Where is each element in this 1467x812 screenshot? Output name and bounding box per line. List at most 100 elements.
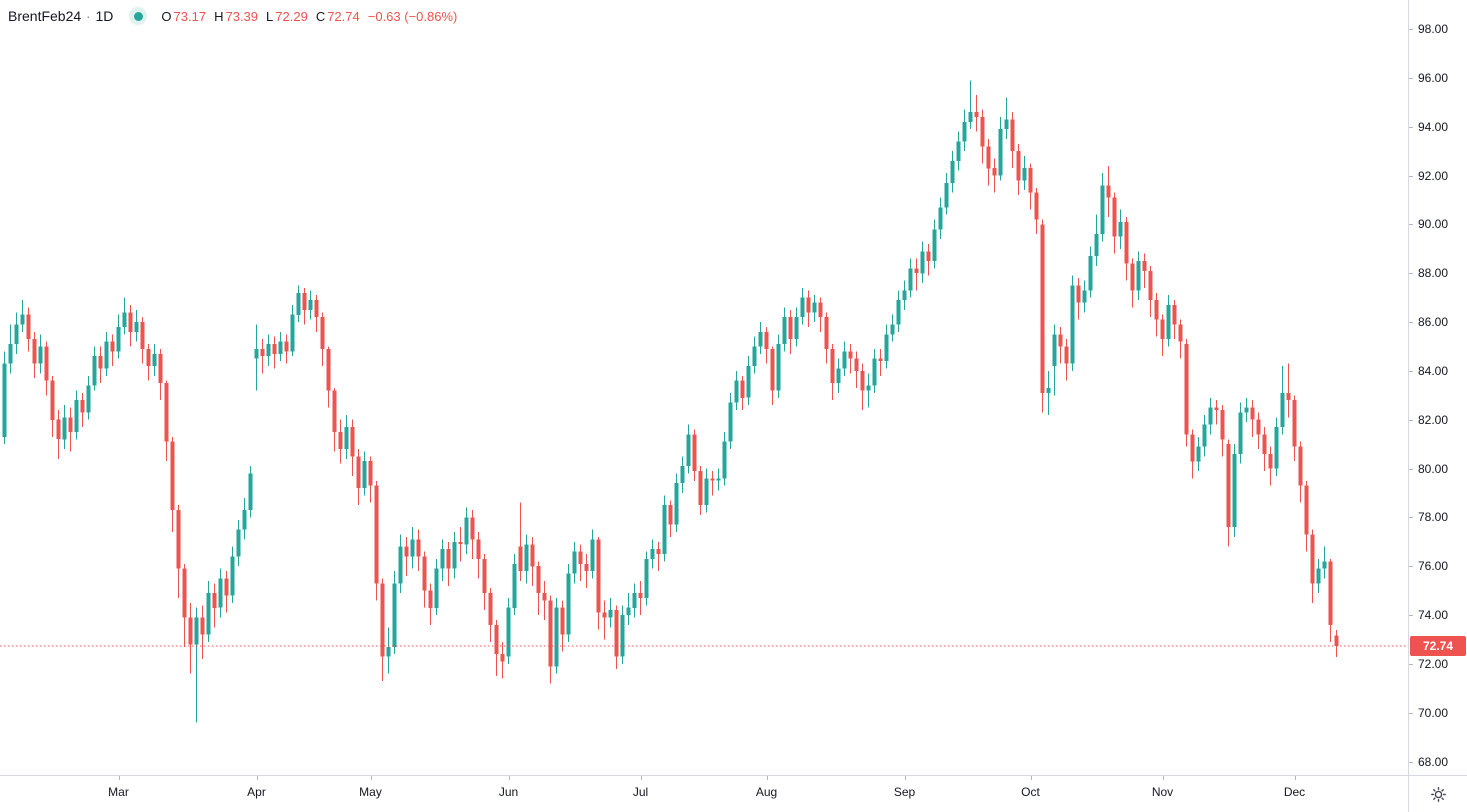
candle-body-down	[428, 590, 433, 608]
candle-body-up	[452, 541, 457, 569]
candle-body-down	[140, 322, 145, 349]
candle-body-up	[122, 312, 127, 327]
candle-body-down	[356, 456, 361, 489]
price-axis-tick	[1409, 712, 1413, 714]
price-axis-label: 82.00	[1418, 412, 1449, 427]
candle-body-up	[998, 129, 1003, 176]
candle-body-down	[536, 566, 541, 594]
candle-body-up	[1274, 427, 1279, 469]
price-axis[interactable]: 72.74 98.00 96.00 94.00 92.00 90.00 88.00 86.0…	[1408, 0, 1467, 775]
candle-body-down	[1298, 446, 1303, 486]
high-label: H	[214, 8, 224, 24]
candle-body-down	[668, 505, 673, 525]
candle-body-down	[404, 546, 409, 557]
candle-body-up	[512, 563, 517, 608]
axis-corner	[1408, 775, 1467, 812]
candle-body-down	[1160, 319, 1165, 340]
candle-body-down	[578, 551, 583, 564]
candle-body-up	[116, 326, 121, 352]
time-axis-label: Mar	[108, 785, 129, 799]
time-axis[interactable]: Mar Apr May Jun Jul Aug Sep Oct Nov Dec	[0, 775, 1408, 812]
price-axis-tick	[1409, 224, 1413, 226]
candle-body-down	[824, 317, 829, 349]
high-value: 73.39	[225, 8, 259, 24]
candle-body-up	[776, 344, 781, 391]
close-value: 72.74	[327, 8, 360, 24]
candle-body-up	[1196, 446, 1201, 462]
legend: BrentFeb24 · 1D O 73.17 H 73.39 L 72.29 C 72.7…	[8, 7, 457, 25]
candle-body-down	[494, 624, 499, 655]
time-axis-tick	[118, 776, 120, 780]
price-axis-label: 96.00	[1418, 70, 1449, 85]
candle-body-up	[218, 578, 223, 608]
candle-body-down	[458, 541, 463, 545]
candle-body-up	[1280, 392, 1285, 428]
change-readout: −0.63 (−0.86%)	[367, 8, 458, 24]
candle-body-down	[380, 583, 385, 657]
candle-body-up	[1232, 453, 1237, 528]
candle-body-up	[230, 556, 235, 596]
candle-body-up	[440, 549, 445, 569]
candle-body-up	[944, 182, 949, 208]
candle-body-down	[1304, 485, 1309, 535]
candle-body-down	[332, 390, 337, 432]
candle-body-down	[656, 549, 661, 554]
candle-body-down	[518, 546, 523, 572]
candle-body-up	[782, 317, 787, 345]
price-axis-tick	[1409, 175, 1413, 177]
candle-body-up	[62, 417, 67, 440]
candle-body-down	[1034, 192, 1039, 220]
candle-body-up	[92, 356, 97, 386]
price-axis-label: 74.00	[1418, 608, 1449, 623]
candle-body-down	[416, 539, 421, 557]
candle-body-down	[476, 539, 481, 559]
candle-body-up	[1118, 222, 1123, 237]
candle-body-up	[1070, 285, 1075, 364]
candle-body-up	[86, 385, 91, 413]
candle-body-up	[506, 607, 511, 657]
price-axis-tick	[1409, 370, 1413, 372]
candle-body-down	[584, 563, 589, 572]
market-status-dot[interactable]	[129, 7, 148, 25]
candle-body-up	[896, 300, 901, 325]
price-axis-tick	[1409, 322, 1413, 324]
candle-body-down	[110, 341, 115, 352]
candle-body-down	[32, 339, 37, 364]
gear-icon[interactable]	[1430, 786, 1446, 802]
candle-body-up	[398, 546, 403, 584]
candle-body-up	[572, 551, 577, 574]
price-axis-tick	[1409, 566, 1413, 568]
candle-body-down	[1010, 119, 1015, 152]
candle-body-down	[128, 312, 133, 332]
candle-body-down	[770, 348, 775, 391]
interval-label: 1D	[95, 8, 114, 24]
candle-body-down	[1334, 635, 1339, 646]
candle-body-down	[272, 344, 277, 354]
candle-body-up	[800, 297, 805, 318]
symbol-title[interactable]: BrentFeb24 · 1D	[8, 8, 113, 24]
time-axis-tick	[508, 776, 510, 780]
candle-body-up	[1022, 168, 1027, 181]
price-axis-label: 76.00	[1418, 559, 1449, 574]
candle-body-up	[836, 368, 841, 384]
candle-body-up	[20, 314, 25, 325]
price-axis-label: 78.00	[1418, 510, 1449, 525]
price-axis-tick	[1409, 126, 1413, 128]
chart-pane[interactable]	[0, 0, 1408, 775]
candle-body-up	[950, 160, 955, 183]
candle-body-up	[686, 434, 691, 467]
time-axis-tick	[640, 776, 642, 780]
price-axis-tick	[1409, 761, 1413, 763]
candle-body-up	[254, 348, 259, 359]
candle-body-down	[26, 314, 31, 340]
candle-body-up	[680, 466, 685, 484]
candle-body-up	[674, 483, 679, 525]
candle-body-up	[266, 344, 271, 357]
candle-body-down	[980, 117, 985, 147]
price-axis-tick	[1409, 663, 1413, 665]
candle-body-up	[662, 505, 667, 554]
time-axis-tick	[766, 776, 768, 780]
candle-body-down	[1148, 270, 1153, 301]
candle-body-down	[98, 356, 103, 369]
candle-body-up	[932, 229, 937, 261]
